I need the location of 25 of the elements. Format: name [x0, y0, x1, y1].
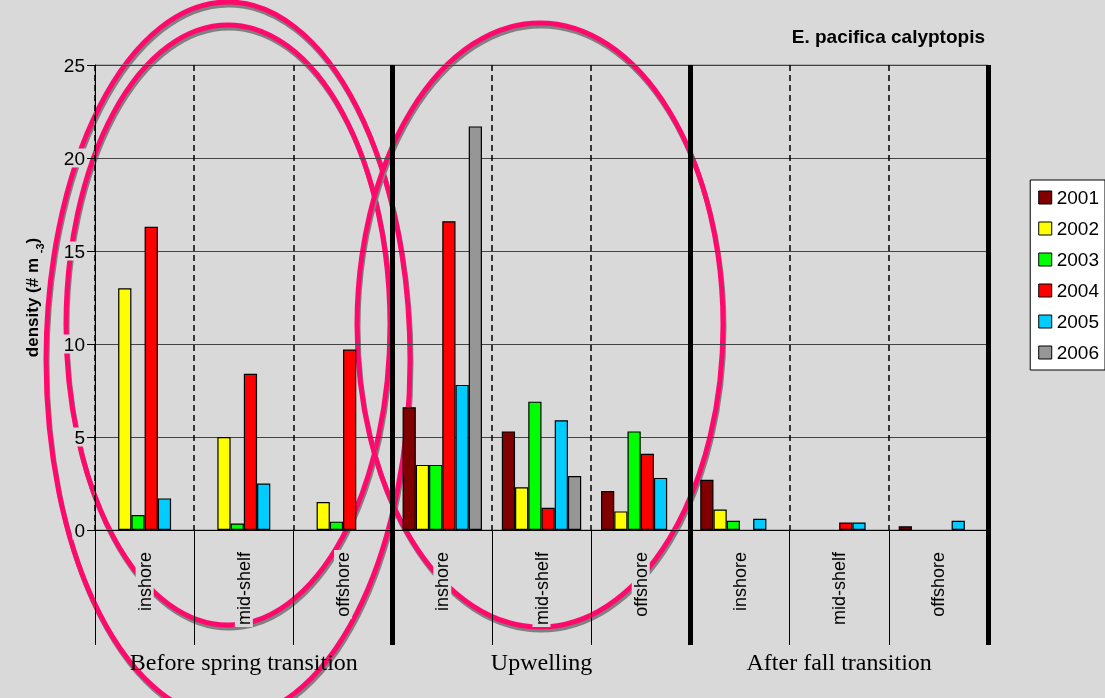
y-tick-label: 20 — [63, 147, 85, 169]
y-tick-label: 0 — [74, 519, 85, 541]
x-tick-label: inshore — [134, 552, 155, 612]
legend-label: 2003 — [1056, 249, 1100, 270]
x-tick-label: offshore — [630, 552, 651, 617]
legend-label: 2002 — [1056, 218, 1100, 239]
text: After fall transition — [746, 649, 932, 675]
legend-label: 2006 — [1056, 342, 1100, 363]
x-tick-label: offshore — [928, 552, 949, 617]
x-tick-label: mid-shelf — [531, 551, 552, 626]
y-tick-label: 10 — [63, 333, 85, 355]
y-tick-label: 5 — [74, 426, 85, 448]
x-tick-label: mid-shelf — [829, 551, 850, 626]
text: Upwelling — [490, 649, 593, 675]
x-tick-label: mid-shelf — [233, 551, 254, 626]
x-tick-label: inshore — [432, 552, 453, 612]
legend-label: 2004 — [1056, 280, 1100, 301]
x-tick-label: offshore — [333, 552, 354, 617]
y-axis-title: density (# m -3) — [22, 237, 46, 358]
y-tick-label: 15 — [63, 240, 85, 262]
x-tick-label: inshore — [729, 552, 750, 612]
y-tick-label: 25 — [63, 54, 85, 76]
chart-title: E. pacifica calyptopis — [791, 26, 986, 47]
legend-label: 2005 — [1056, 311, 1100, 332]
legend-label: 2001 — [1056, 187, 1100, 208]
